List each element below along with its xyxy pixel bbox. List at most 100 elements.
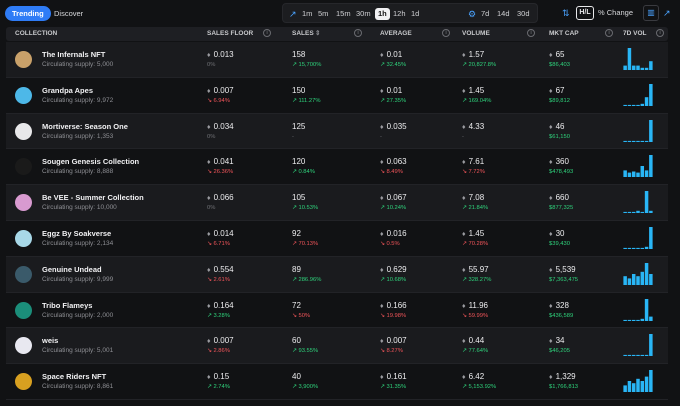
- sparkline-bar: [631, 104, 636, 106]
- sales-change: ↗ 111.27%: [292, 97, 321, 104]
- sort-icon[interactable]: ⇕: [315, 30, 321, 37]
- info-icon[interactable]: i: [263, 29, 271, 37]
- info-icon[interactable]: i: [656, 29, 664, 37]
- collection-name[interactable]: Space Riders NFT: [42, 372, 107, 382]
- sales-floor-change: ↘ 26.36%: [207, 169, 234, 176]
- sparkline-bar: [631, 355, 636, 357]
- table-row[interactable]: Tribo Flameys Circulating supply: 2,000 ♦ 0…: [6, 293, 668, 329]
- sales-change: ↗ 286.96%: [292, 276, 322, 283]
- timeframe-1m[interactable]: 1m: [302, 9, 313, 18]
- average-value: ♦ 0.067: [380, 193, 407, 203]
- discover-tab[interactable]: Discover: [54, 9, 84, 18]
- mkt-cap-usd: $436,589: [549, 312, 574, 319]
- trend-icon[interactable]: ↗: [663, 8, 671, 18]
- sales-change: ↗ 10.53%: [292, 205, 319, 212]
- col-volume[interactable]: VOLUME: [462, 30, 490, 37]
- collection-name[interactable]: Mortiverse: Season One: [42, 121, 128, 131]
- timeframe-15m[interactable]: 15m: [336, 9, 351, 18]
- sparkline-bar: [644, 298, 649, 321]
- col-average[interactable]: AVERAGE: [380, 30, 412, 37]
- sparkline-bar: [623, 385, 627, 393]
- collection-name[interactable]: Genuine Undead: [42, 264, 102, 274]
- volume-change: ↗ 169.04%: [462, 97, 492, 104]
- percent-change-toggle[interactable]: % Change: [598, 8, 634, 17]
- eth-icon: ♦: [462, 374, 466, 382]
- collection-name[interactable]: Grandpa Apes: [42, 85, 93, 95]
- table-row[interactable]: The Infernals NFT Circulating supply: 5,0…: [6, 42, 668, 78]
- collection-name[interactable]: weis: [42, 336, 59, 346]
- chart-view-icon[interactable]: ▥: [643, 5, 659, 21]
- average-change: ↘ 19.98%: [380, 312, 407, 319]
- sparkline-bar: [640, 166, 645, 178]
- sparkline-bar: [644, 140, 649, 142]
- sparkline-bar: [623, 140, 627, 142]
- sparkline-bar: [649, 119, 653, 142]
- mkt-cap-usd: $86,403: [549, 62, 570, 68]
- collection-name[interactable]: Tribo Flameys: [42, 300, 93, 310]
- info-icon[interactable]: i: [527, 29, 535, 37]
- col-sales[interactable]: SALES: [292, 30, 314, 37]
- collection-name[interactable]: Be VEE - Summer Collection: [42, 193, 144, 203]
- sparkline-bar: [640, 67, 645, 70]
- sparkline-bar: [640, 247, 645, 249]
- sales-floor-value: ♦ 0.007: [207, 85, 234, 95]
- info-icon[interactable]: i: [442, 29, 450, 37]
- table-row[interactable]: Genuine Undead Circulating supply: 9,999 ♦…: [6, 256, 668, 293]
- average-change: ↗ 32.45%: [380, 62, 407, 68]
- mkt-cap-value: ♦ 46: [549, 121, 565, 131]
- timeframe-5m[interactable]: 5m: [318, 9, 329, 18]
- timeframe-12h[interactable]: 12h: [393, 9, 406, 18]
- volume-sparkline: [623, 155, 653, 178]
- table-row[interactable]: Eggz By Soakverse Circulating supply: 2,1…: [6, 221, 668, 257]
- trending-tab[interactable]: Trending: [5, 6, 51, 21]
- eth-icon: ♦: [207, 123, 211, 131]
- col-sales-floor[interactable]: SALES FLOOR: [207, 30, 254, 37]
- timeframe-30m[interactable]: 30m: [356, 9, 371, 18]
- table-row[interactable]: Space Riders NFT Circulating supply: 8,86…: [6, 364, 668, 400]
- gear-icon[interactable]: ⚙: [468, 9, 477, 19]
- table-row[interactable]: Sougen Genesis Collection Circulating sup…: [6, 149, 668, 186]
- timeframe-7d[interactable]: 7d: [481, 9, 490, 18]
- sales-floor-value: ♦ 0.013: [207, 50, 234, 59]
- volume-sparkline: [623, 370, 653, 393]
- timeframe-1d[interactable]: 1d: [411, 9, 420, 18]
- table-row[interactable]: Grandpa Apes Circulating supply: 9,972 ♦ 0.…: [6, 78, 668, 114]
- circulating-supply: Circulating supply: 2,134: [42, 239, 114, 247]
- sales-floor-change: 0%: [207, 205, 216, 212]
- col-collection[interactable]: COLLECTION: [15, 30, 58, 37]
- high-low-toggle[interactable]: H/L: [576, 6, 594, 20]
- mkt-cap-usd: $877,325: [549, 205, 574, 212]
- info-icon[interactable]: i: [605, 29, 613, 37]
- col-7d-vol[interactable]: 7D VOL: [623, 30, 647, 37]
- average-value: ♦ 0.01: [380, 50, 403, 59]
- sort-swap-icon[interactable]: ⇅: [562, 8, 570, 18]
- sales-floor-value: ♦ 0.164: [207, 300, 234, 310]
- sales-floor-value: ♦ 0.014: [207, 228, 234, 238]
- collection-name[interactable]: The Infernals NFT: [42, 50, 106, 59]
- collection-name[interactable]: Eggz By Soakverse: [42, 228, 112, 238]
- avatar: [15, 337, 32, 355]
- eth-icon: ♦: [462, 123, 466, 131]
- info-icon[interactable]: i: [354, 29, 362, 37]
- timeframe-1h[interactable]: 1h: [375, 8, 390, 20]
- eth-icon: ♦: [549, 266, 553, 274]
- volume-value: ♦ 7.61: [462, 157, 485, 167]
- average-value: ♦ 0.035: [380, 121, 407, 131]
- table-row[interactable]: Mortiverse: Season One Circulating supply…: [6, 113, 668, 150]
- circulating-supply: Circulating supply: 1,353: [42, 132, 114, 140]
- volume-change: ↗ 77.64%: [462, 348, 489, 355]
- table-header: COLLECTION SALES FLOOR i SALES ⇕ i AVERA…: [6, 27, 668, 41]
- col-mkt-cap[interactable]: MKT CAP: [549, 30, 579, 37]
- avatar: [15, 158, 32, 176]
- volume-change: ↗ 21.84%: [462, 205, 489, 212]
- eth-icon: ♦: [380, 266, 384, 274]
- sparkline-bar: [636, 172, 640, 178]
- timeframe-30d[interactable]: 30d: [517, 9, 530, 18]
- mkt-cap-value: ♦ 5,539: [549, 264, 576, 274]
- average-change: -: [380, 133, 382, 140]
- collection-name[interactable]: Sougen Genesis Collection: [42, 157, 140, 167]
- table-row[interactable]: Be VEE - Summer Collection Circulating su…: [6, 185, 668, 221]
- timeframe-14d[interactable]: 14d: [497, 9, 510, 18]
- circulating-supply: Circulating supply: 2,000: [42, 311, 114, 319]
- table-row[interactable]: weis Circulating supply: 5,001 ♦ 0.007 ↘ 2.8…: [6, 328, 668, 365]
